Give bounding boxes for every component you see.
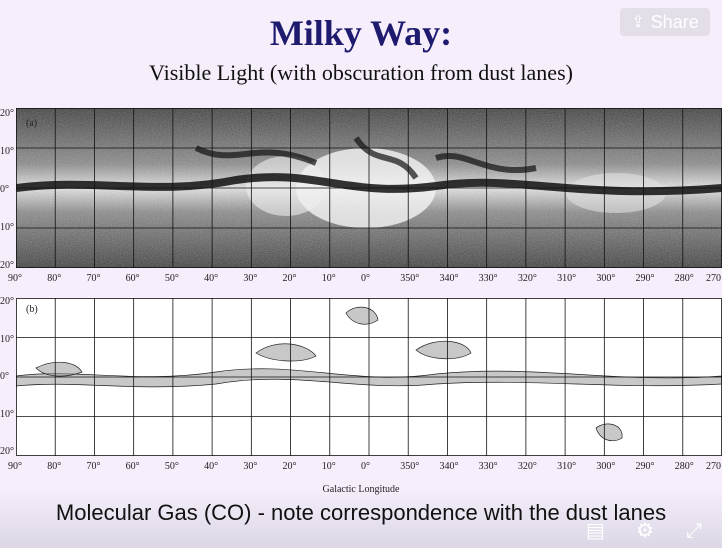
x-tick-label: 50° bbox=[164, 273, 179, 284]
share-icon: ⇪ bbox=[631, 14, 645, 31]
x-tick-label: 330° bbox=[478, 273, 498, 284]
share-label: Share bbox=[650, 11, 699, 32]
share-button[interactable]: ⇪ Share bbox=[620, 8, 710, 36]
x-tick-label: 320° bbox=[517, 273, 537, 284]
x-tick-label: 350° bbox=[400, 461, 420, 472]
x-tick-label: 80° bbox=[47, 273, 62, 284]
x-tick-label: 330° bbox=[478, 461, 498, 472]
slide-caption: Molecular Gas (CO) - note correspondence… bbox=[55, 500, 667, 525]
x-tick-label: 340° bbox=[439, 461, 459, 472]
player-controls-bar bbox=[0, 488, 722, 548]
x-tick-label: 30° bbox=[243, 461, 258, 472]
y-tick-label: 20° bbox=[0, 260, 14, 271]
x-tick-label: 350° bbox=[400, 273, 420, 284]
y-tick-label: 20° bbox=[0, 108, 14, 119]
slide-subtitle: Visible Light (with obscuration from dus… bbox=[149, 60, 573, 85]
x-tick-label: 40° bbox=[204, 273, 219, 284]
y-tick-label: 0° bbox=[0, 184, 9, 195]
x-tick-label: 90° bbox=[8, 273, 22, 284]
x-tick-label: 290° bbox=[635, 461, 655, 472]
x-tick-label: 20° bbox=[282, 461, 297, 472]
x-tick-label: 50° bbox=[164, 461, 179, 472]
y-tick-label: 20° bbox=[0, 446, 14, 457]
y-tick-label: 10° bbox=[0, 333, 14, 345]
x-tick-label: 320° bbox=[517, 461, 537, 472]
x-tick-label: 10° bbox=[321, 461, 336, 472]
x-tick-label: 70° bbox=[86, 273, 101, 284]
y-tick-label: 10° bbox=[0, 146, 14, 157]
gear-icon[interactable]: ⚙ bbox=[636, 518, 654, 542]
molecular-gas-map: (b) bbox=[16, 298, 722, 456]
x-tick-label: 40° bbox=[204, 461, 219, 472]
slide-title: Milky Way: bbox=[269, 13, 453, 53]
captions-icon[interactable]: ▤ bbox=[586, 518, 605, 542]
panel-b-label: (b) bbox=[26, 304, 38, 315]
y-tick-label: 10° bbox=[0, 222, 14, 233]
x-tick-label: 280° bbox=[674, 273, 694, 284]
x-tick-label: 70° bbox=[86, 461, 101, 472]
fullscreen-icon[interactable]: ⤢ bbox=[686, 518, 702, 542]
x-tick-label: 310° bbox=[557, 461, 577, 472]
x-tick-label: 60° bbox=[125, 461, 140, 472]
x-tick-label: 80° bbox=[47, 461, 62, 472]
visible-light-image bbox=[16, 108, 722, 268]
x-tick-label: 300° bbox=[596, 461, 616, 472]
x-tick-label: 270 bbox=[706, 273, 721, 284]
x-tick-label: 310° bbox=[557, 273, 577, 284]
x-tick-label: 90° bbox=[8, 461, 22, 472]
x-tick-label: 0° bbox=[361, 273, 370, 284]
x-tick-label: 20° bbox=[282, 273, 297, 284]
x-tick-label: 10° bbox=[321, 273, 336, 284]
x-tick-label: 0° bbox=[361, 461, 370, 472]
x-tick-label: 290° bbox=[635, 273, 655, 284]
x-tick-label: 280° bbox=[674, 461, 694, 472]
x-tick-label: 270 bbox=[706, 461, 721, 472]
panel-a-label: (a) bbox=[26, 118, 38, 129]
y-tick-label: 20° bbox=[0, 296, 14, 307]
x-tick-label: 30° bbox=[243, 273, 258, 284]
x-tick-label: 340° bbox=[439, 273, 459, 284]
y-tick-label: 10° bbox=[0, 408, 14, 420]
visible-light-map: (a) bbox=[16, 108, 722, 268]
x-tick-label: 300° bbox=[596, 273, 616, 284]
molecular-gas-contours bbox=[16, 298, 722, 456]
y-tick-label: 0° bbox=[0, 371, 9, 382]
x-tick-label: 60° bbox=[125, 273, 140, 284]
